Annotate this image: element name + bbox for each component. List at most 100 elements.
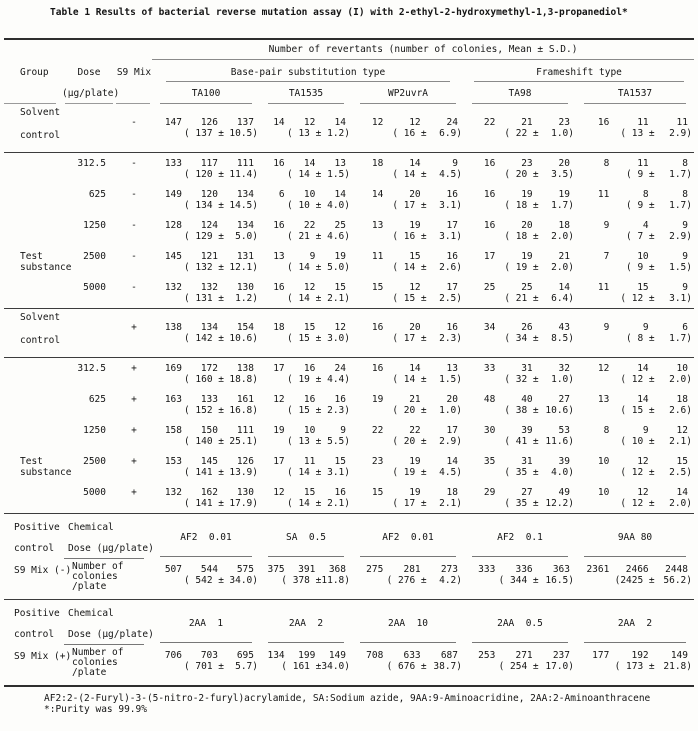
sd-value: 17.9) xyxy=(229,498,258,509)
dose-value: 2500 xyxy=(83,456,106,467)
footnote-purity: *:Purity was 99.9% xyxy=(44,704,147,715)
dose-value: 1250 xyxy=(83,425,106,436)
replicate-count: 16 xyxy=(303,394,316,405)
column-underline xyxy=(160,556,252,557)
table-row: Solvent control - 147 126 137 ( 137 ± 10.5) 14 12… xyxy=(4,104,694,152)
positive-strain-cell: AF2 0.01 507 544 575 ( 542 ± 34.0) xyxy=(152,520,260,592)
chemical-dose-value: 2AA 0.5 xyxy=(497,618,543,629)
colonies-label: Number of colonies/plate xyxy=(62,562,152,592)
header-underline xyxy=(584,103,686,104)
replicate-count: 133 xyxy=(164,158,182,169)
sd-value: 2.0) xyxy=(551,231,574,242)
sd-value: 3.1) xyxy=(439,231,462,242)
s9-mix-value: - xyxy=(131,251,137,262)
strain-values-cell: 169 172 138 ( 160 ± 18.8) xyxy=(152,363,260,385)
strain-values-cell: 8 9 12 ( 10 ± 2.1) xyxy=(576,425,694,447)
header-underline xyxy=(360,103,456,104)
strain-values-cell: 15 19 18 ( 17 ± 2.1) xyxy=(352,487,464,509)
replicate-count: 19 xyxy=(334,251,346,262)
replicate-count: 24 xyxy=(446,117,458,128)
column-underline xyxy=(472,642,568,643)
sd-value: 2.0) xyxy=(669,374,692,385)
replicate-count: 134 xyxy=(236,220,254,231)
sd-value: 1.5) xyxy=(669,262,692,273)
replicate-count: 19 xyxy=(558,189,570,200)
sd-value: 16.8) xyxy=(229,405,258,416)
strain-values-cell: 19 21 20 ( 20 ± 1.0) xyxy=(352,394,464,416)
strain-values-cell: 6 10 14 ( 10 ± 4.0) xyxy=(260,189,352,211)
replicate-count: 9 xyxy=(340,425,346,436)
mean-value: ( 344 ± xyxy=(498,575,539,586)
mean-value: ( 17 ± xyxy=(392,333,427,344)
replicate-count: 15 xyxy=(371,282,384,293)
s9-mix-value: + xyxy=(131,425,137,436)
strain-values-cell: 13 14 18 ( 15 ± 2.6) xyxy=(576,394,694,416)
table-row: 1250-128 124 134( 129 ±5.0) 16 22 25( 21 ±4.6… xyxy=(4,215,694,246)
replicate-count: 22 xyxy=(483,117,496,128)
replicate-count: 2448 xyxy=(665,564,688,575)
mean-value: ( 276 ± xyxy=(386,575,427,586)
strain-values-cell: 22 22 17 ( 20 ± 2.9) xyxy=(352,425,464,447)
sd-value: 10.6) xyxy=(229,333,258,344)
replicate-count: 333 xyxy=(478,564,496,575)
replicate-count: 145 xyxy=(164,251,182,262)
replicate-count: 16 xyxy=(446,189,458,200)
strain-values-cell: 16 14 13 ( 14 ± 1.5) xyxy=(260,158,352,180)
strain-values-cell: 163 133 161 ( 152 ± 16.8) xyxy=(152,394,260,416)
mean-value: ( 19 ± xyxy=(504,262,539,273)
replicate-count: 12 xyxy=(409,282,421,293)
chemical-label: Chemical xyxy=(68,522,114,533)
mean-value: ( 9 ± xyxy=(626,200,655,211)
chemical-dose-value: AF2 0.01 xyxy=(180,532,232,543)
replicate-count: 9 xyxy=(642,425,649,436)
replicate-count: 53 xyxy=(558,425,570,436)
footnote-abbreviations: AF2:2-(2-Furyl)-3-(5-nitro-2-furyl)acryl… xyxy=(44,693,651,704)
replicate-count: 23 xyxy=(371,456,384,467)
top-rule xyxy=(4,38,694,40)
positive-control-label: Positive control S9 Mix (-) xyxy=(4,520,71,592)
positive-strain-cell: 2AA 10 708 633 687 ( 676 ± 38.7) xyxy=(352,606,464,678)
s9-mix-value: + xyxy=(131,487,137,498)
strain-values-cell: 18 14 9 ( 14 ± 4.5) xyxy=(352,158,464,180)
replicate-count: 10 xyxy=(676,363,688,374)
colonies-label: Number of colonies/plate xyxy=(62,648,152,678)
strain-values-cell: 9 4 9 ( 7 ± 2.9) xyxy=(576,220,694,242)
sd-value: 2.9) xyxy=(669,128,692,139)
table-row: Test substance 2500 +153 145 126( 141 ±13.9) 1… xyxy=(4,451,694,482)
strain-values-cell: 375 391 368 ( 378 ±11.8) xyxy=(260,564,352,586)
sd-value: 12.2) xyxy=(545,498,574,509)
replicate-count: 149 xyxy=(670,650,688,661)
colonies-label-line: colonies xyxy=(72,571,118,582)
group-label-line: substance xyxy=(20,467,72,478)
sd-value: 3.5) xyxy=(551,169,574,180)
replicate-count: 134 xyxy=(236,189,254,200)
replicate-count: 703 xyxy=(200,650,218,661)
sd-value: 2.6) xyxy=(669,405,692,416)
replicate-count: 14 xyxy=(409,158,421,169)
strain-values-cell: 14 20 16 ( 17 ± 3.1) xyxy=(352,189,464,211)
table-footnotes: AF2:2-(2-Furyl)-3-(5-nitro-2-furyl)acryl… xyxy=(44,693,694,715)
strain-values-cell: 133 117 111 ( 120 ± 11.4) xyxy=(152,158,260,180)
strain-values-cell: 35 31 39 ( 35 ± 4.0) xyxy=(464,456,576,478)
replicate-count: 49 xyxy=(558,487,570,498)
strain-values-cell: 9 9 6 ( 8 ± 1.7) xyxy=(576,322,694,344)
section-rule xyxy=(4,685,694,687)
group-label-line: control xyxy=(20,335,61,346)
mean-value: ( 38 ± xyxy=(504,405,539,416)
sd-value: 11.6) xyxy=(545,436,574,447)
replicate-count: 12 xyxy=(273,394,285,405)
replicate-count: 16 xyxy=(446,322,458,333)
replicate-count: 120 xyxy=(200,189,218,200)
sd-value: 2.0) xyxy=(669,498,692,509)
mean-value: ( 129 ± xyxy=(183,231,224,242)
positive-strain-cell: 2AA 2 134 199 149 ( 161 ±34.0) xyxy=(260,606,352,678)
mean-value: ( 15 ± xyxy=(287,333,322,344)
replicate-count: 16 xyxy=(483,220,496,231)
replicate-count: 16 xyxy=(597,117,610,128)
replicate-count: 7 xyxy=(603,251,610,262)
strain-values-cell: 12 15 16 ( 14 ± 2.1) xyxy=(260,487,352,509)
mean-value: ( 13 ± xyxy=(620,128,655,139)
mean-value: ( 10 ± xyxy=(287,200,322,211)
control-label-line: control xyxy=(14,543,55,554)
